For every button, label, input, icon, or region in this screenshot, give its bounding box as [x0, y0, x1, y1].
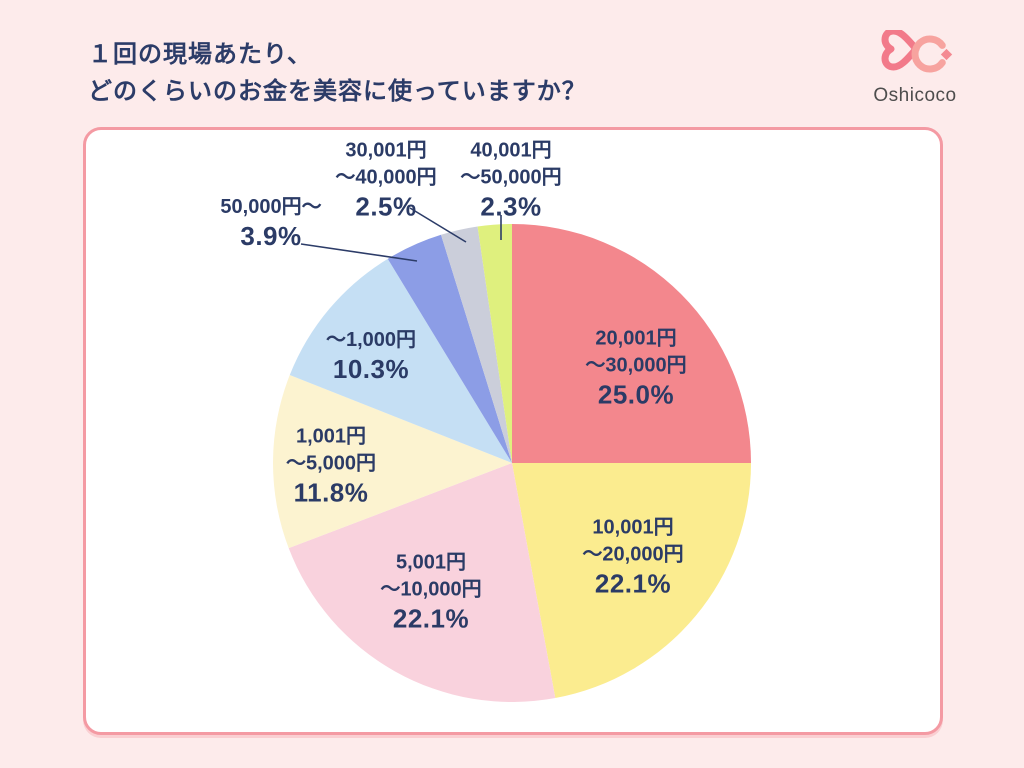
pie-slice-4	[289, 258, 512, 463]
slice-label-1001-5000: 1,001円 ～5,000円 11.8%	[286, 424, 376, 509]
slice-range: ～20,000円	[582, 543, 684, 566]
slice-range: ～50,000円	[460, 166, 562, 189]
slice-percent: 22.1%	[392, 603, 470, 634]
leader-line-30001-40000	[409, 207, 467, 243]
page-title: １回の現場あたり、 どのくらいのお金を美容に使っていますか？	[88, 36, 587, 110]
slice-range: 40,001円	[470, 139, 552, 162]
page-title-line2: どのくらいのお金を美容に使っていますか？	[88, 78, 587, 105]
slice-range: ～1,000円	[325, 329, 417, 351]
leader-lines	[300, 207, 502, 262]
pie-chart	[273, 207, 751, 702]
slice-label-30001-40000: 30,001円 ～40,000円 2.5%	[335, 138, 436, 223]
slice-range: 1,001円	[295, 425, 367, 448]
slice-percent: 2.3%	[480, 191, 542, 222]
pie-slice-7	[477, 224, 512, 463]
slice-range: 30,001円	[345, 139, 427, 162]
slice-label-40001-50000: 40,001円 ～50,000円 2.3%	[460, 138, 561, 223]
slice-label-20001-30000: 20,001円 ～30,000円 25.0%	[585, 326, 686, 411]
pie-slice-2	[288, 463, 556, 702]
slice-range: ～40,000円	[335, 166, 437, 189]
slice-label-under-1000: ～1,000円 10.3%	[326, 327, 416, 385]
pie-slice-3	[273, 375, 512, 549]
slice-range: ～5,000円	[285, 452, 377, 475]
brand-logo: Oshicoco	[860, 27, 970, 107]
pie-slice-5	[387, 234, 512, 463]
pie-slice-6	[441, 226, 512, 463]
oshicoco-infinity-hearts-icon	[876, 27, 954, 83]
slice-range: 20,001円	[595, 327, 677, 350]
slice-range: 50,000円～	[220, 196, 322, 218]
pie-slice-1	[512, 463, 751, 699]
brand-name: Oshicoco	[873, 85, 957, 106]
chart-card: 20,001円 ～30,000円 25.0% 10,001円 ～20,000円 …	[83, 127, 943, 735]
slice-percent: 10.3%	[332, 354, 410, 384]
slice-range: 5,001円	[395, 551, 467, 574]
page-title-line1: １回の現場あたり、	[88, 41, 313, 68]
slice-percent: 3.9%	[240, 221, 302, 251]
slice-label-5001-10000: 5,001円 ～10,000円 22.1%	[380, 550, 481, 635]
slice-percent: 11.8%	[293, 477, 369, 508]
slice-percent: 25.0%	[597, 379, 675, 410]
pie-slice-0	[512, 224, 751, 463]
leader-line-50000	[300, 243, 418, 262]
slice-range: ～10,000円	[380, 578, 482, 601]
slice-label-over-50000: 50,000円～ 3.9%	[220, 194, 321, 252]
slice-range: 10,001円	[592, 516, 674, 539]
slice-percent: 2.5%	[355, 191, 417, 222]
pie-slices	[273, 224, 751, 702]
slice-percent: 22.1%	[594, 568, 672, 599]
slice-range: ～30,000円	[585, 354, 687, 377]
slice-label-10001-20000: 10,001円 ～20,000円 22.1%	[582, 515, 683, 600]
